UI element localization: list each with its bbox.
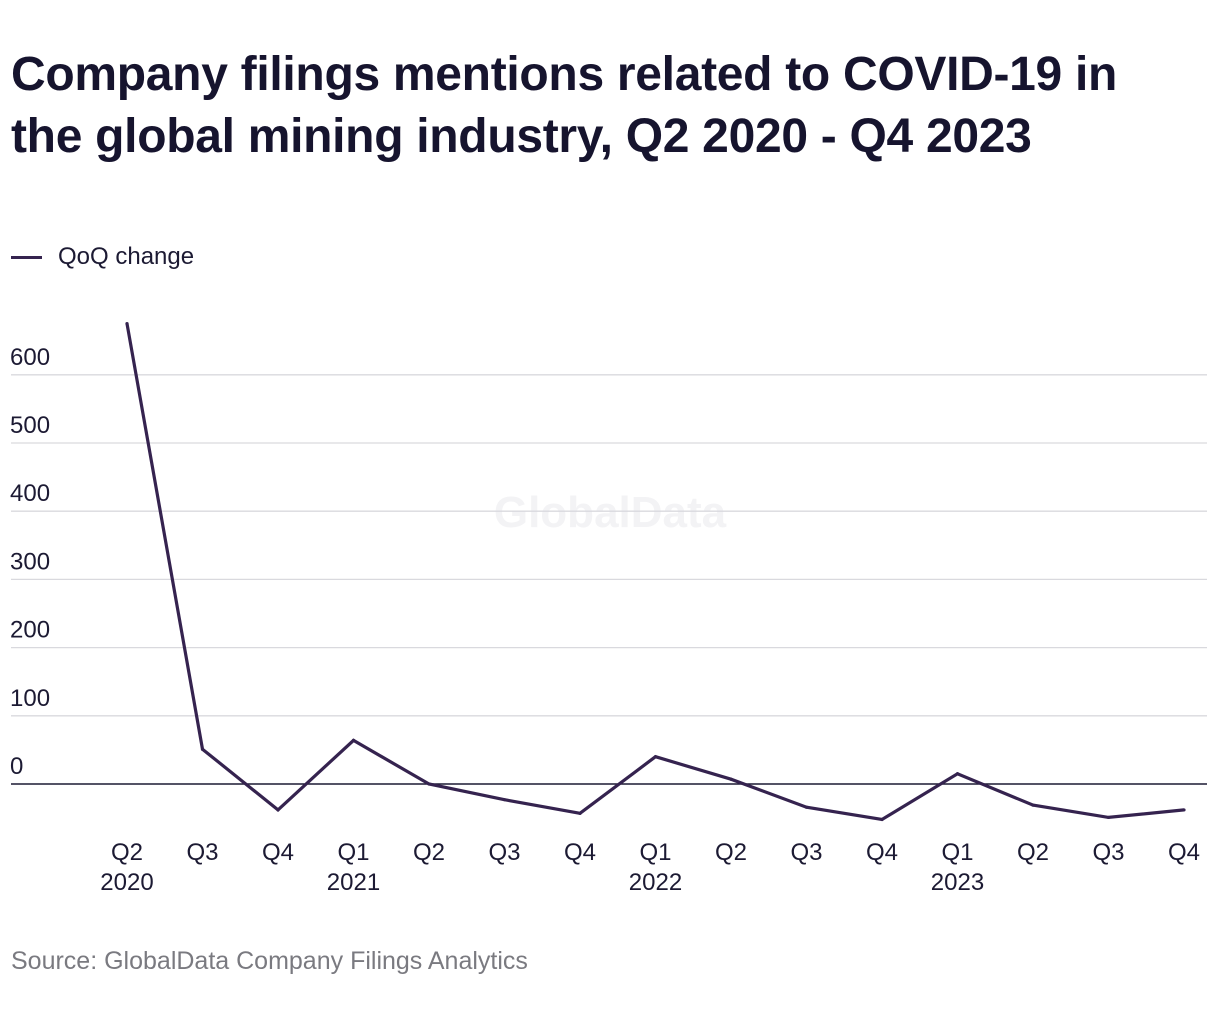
y-tick-label: 500 — [10, 412, 50, 439]
data-point — [200, 747, 205, 751]
data-point — [125, 322, 129, 326]
legend: QoQ change — [11, 242, 194, 272]
x-tick-year: 2020 — [100, 869, 153, 896]
legend-swatch — [11, 255, 42, 259]
data-point — [1182, 808, 1186, 812]
legend-label: QoQ change — [58, 243, 195, 270]
data-point — [1031, 803, 1035, 807]
y-tick-label: 0 — [10, 753, 23, 780]
data-point — [804, 805, 809, 809]
data-point — [502, 798, 507, 802]
x-tick-year: 2022 — [629, 869, 682, 896]
data-point — [351, 738, 356, 742]
y-tick-label: 600 — [10, 344, 50, 371]
x-tick-label: Q2 — [715, 839, 747, 866]
x-axis-ticks: Q2 2020 Q3 Q4 Q1 2021 Q2 Q3 Q4 Q1 2022 Q2 Q3 Q4 Q1 2023… — [100, 839, 1200, 896]
x-tick-label: Q4 — [1168, 839, 1200, 866]
x-tick-label: Q2 — [413, 839, 445, 866]
series-line — [125, 323, 1185, 822]
x-tick-label: Q1 — [639, 839, 671, 866]
x-tick-label: Q4 — [866, 839, 898, 866]
x-tick-label: Q4 — [564, 839, 596, 866]
x-tick-year: 2021 — [327, 869, 380, 896]
y-axis-ticks: 0 100 200 300 400 500 600 — [10, 344, 50, 780]
gridlines — [11, 374, 1207, 785]
x-tick-label: Q4 — [262, 839, 294, 866]
data-point — [1106, 815, 1111, 820]
x-tick-label: Q3 — [790, 839, 822, 866]
data-point — [955, 772, 960, 776]
series-group — [125, 322, 1186, 822]
x-tick-label: Q3 — [488, 839, 520, 866]
x-tick-year: 2023 — [931, 869, 984, 896]
y-tick-label: 300 — [10, 548, 50, 575]
x-tick-label: Q2 — [1017, 839, 1049, 866]
x-tick-label: Q2 — [111, 839, 143, 866]
data-point — [276, 808, 280, 812]
data-point — [880, 817, 884, 822]
x-tick-label: Q3 — [1092, 839, 1124, 866]
data-point — [427, 782, 431, 786]
x-tick-label: Q1 — [941, 839, 973, 866]
data-point — [578, 811, 582, 815]
source-note: Source: GlobalData Company Filings Analy… — [11, 947, 528, 975]
y-tick-label: 200 — [10, 617, 50, 644]
watermark: GlobalData — [494, 488, 727, 537]
y-tick-label: 400 — [10, 480, 50, 507]
y-tick-label: 100 — [10, 685, 50, 712]
data-point — [729, 777, 733, 781]
chart-title: Company filings mentions related to COVI… — [11, 48, 1118, 163]
x-tick-label: Q3 — [186, 839, 218, 866]
data-point — [653, 755, 658, 759]
x-tick-label: Q1 — [337, 839, 369, 866]
